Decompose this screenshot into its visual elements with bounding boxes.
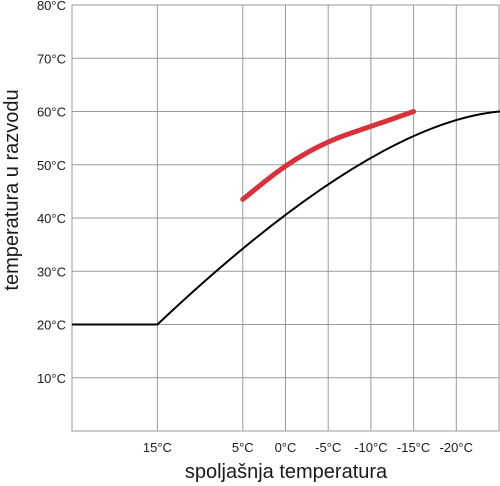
y-tick-label: 30°C: [37, 264, 66, 279]
x-tick-label: -5°C: [315, 440, 341, 455]
y-tick-label: 20°C: [37, 318, 66, 333]
x-tick-label: 0°C: [275, 440, 297, 455]
x-tick-label: 5°C: [232, 440, 254, 455]
y-tick-label: 70°C: [37, 51, 66, 66]
x-tick-label: 15°C: [143, 440, 172, 455]
series-line-red: [240, 109, 417, 202]
tick-labels: 10°C 20°C 30°C 40°C 50°C 60°C 70°C 80°C 15°C 5°C 0…: [37, 0, 473, 455]
x-tick-label: -15°C: [397, 440, 430, 455]
y-tick-label: 40°C: [37, 211, 66, 226]
y-tick-label: 10°C: [37, 371, 66, 386]
y-tick-label: 50°C: [37, 158, 66, 173]
x-tick-label: -10°C: [354, 440, 387, 455]
grid: [71, 4, 500, 432]
y-tick-label: 80°C: [37, 0, 66, 13]
y-tick-label: 60°C: [37, 105, 66, 120]
series-lines: [72, 109, 500, 326]
x-tick-label: -20°C: [440, 440, 473, 455]
series-line-black: [72, 110, 500, 326]
y-axis-title: temperatura u razvodu: [1, 89, 23, 290]
x-axis-title: spoljašnja temperatura: [185, 461, 388, 483]
